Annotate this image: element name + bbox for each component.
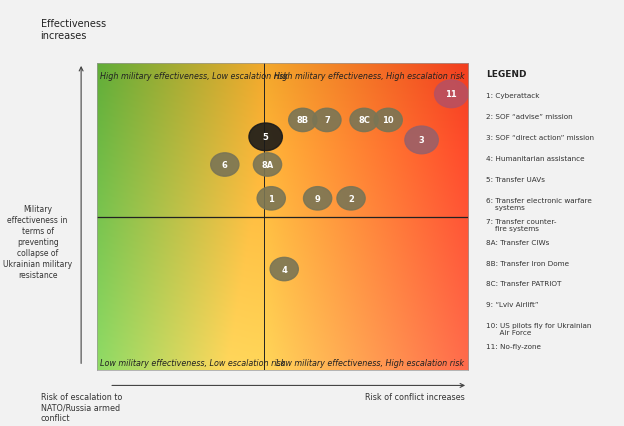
Text: 11: 11 (446, 90, 457, 99)
Circle shape (313, 109, 341, 132)
Text: 2: SOF “advise” mission: 2: SOF “advise” mission (486, 114, 573, 120)
Circle shape (270, 258, 298, 281)
Text: 5: Transfer UAVs: 5: Transfer UAVs (486, 176, 545, 182)
Text: 9: 9 (314, 194, 321, 203)
Text: High military effectiveness, Low escalation risk: High military effectiveness, Low escalat… (100, 72, 288, 81)
Circle shape (211, 153, 239, 177)
Text: 8B: Transfer Iron Dome: 8B: Transfer Iron Dome (486, 260, 569, 266)
Circle shape (253, 153, 281, 177)
Circle shape (289, 109, 317, 132)
Text: 7: Transfer counter-
    fire systems: 7: Transfer counter- fire systems (486, 218, 557, 231)
Text: 3: SOF “direct action” mission: 3: SOF “direct action” mission (486, 135, 594, 141)
Text: 8A: 8A (261, 161, 274, 170)
Text: Low military effectiveness, High escalation risk: Low military effectiveness, High escalat… (276, 358, 464, 367)
Text: 9: “Lviv Airlift”: 9: “Lviv Airlift” (486, 302, 539, 308)
Text: 3: 3 (419, 136, 424, 145)
Text: Military
effectiveness in
terms of
preventing
collapse of
Ukrainian military
res: Military effectiveness in terms of preve… (3, 204, 72, 279)
Text: High military effectiveness, High escalation risk: High military effectiveness, High escala… (274, 72, 464, 81)
Circle shape (337, 187, 365, 210)
Text: 8C: 8C (358, 116, 370, 125)
Text: 4: Humanitarian assistance: 4: Humanitarian assistance (486, 155, 585, 161)
Text: 2: 2 (348, 194, 354, 203)
Circle shape (257, 187, 285, 210)
Circle shape (374, 109, 402, 132)
Circle shape (434, 81, 468, 108)
Text: Risk of conflict increases: Risk of conflict increases (365, 392, 465, 401)
Text: 7: 7 (324, 116, 330, 125)
Circle shape (350, 109, 378, 132)
Text: 1: 1 (268, 194, 274, 203)
Text: Effectiveness
increases: Effectiveness increases (41, 19, 105, 40)
Text: 6: Transfer electronic warfare
    systems: 6: Transfer electronic warfare systems (486, 197, 592, 210)
Text: 6: 6 (222, 161, 228, 170)
Circle shape (405, 127, 438, 154)
Text: 8C: Transfer PATRIOT: 8C: Transfer PATRIOT (486, 281, 562, 287)
Text: 10: US pilots fly for Ukrainian
      Air Force: 10: US pilots fly for Ukrainian Air Forc… (486, 322, 592, 335)
Text: 8B: 8B (297, 116, 309, 125)
Text: LEGEND: LEGEND (486, 70, 527, 79)
Text: Risk of escalation to
NATO/Russia armed
conflict: Risk of escalation to NATO/Russia armed … (41, 392, 122, 422)
Text: 5: 5 (263, 133, 268, 142)
Text: 10: 10 (383, 116, 394, 125)
Text: Low military effectiveness, Low escalation risk: Low military effectiveness, Low escalati… (100, 358, 286, 367)
Text: 4: 4 (281, 265, 287, 274)
Circle shape (249, 124, 282, 151)
Text: 8A: Transfer CIWs: 8A: Transfer CIWs (486, 239, 549, 245)
Circle shape (303, 187, 332, 210)
Text: 1: Cyberattack: 1: Cyberattack (486, 93, 540, 99)
Text: 11: No-fly-zone: 11: No-fly-zone (486, 343, 541, 349)
